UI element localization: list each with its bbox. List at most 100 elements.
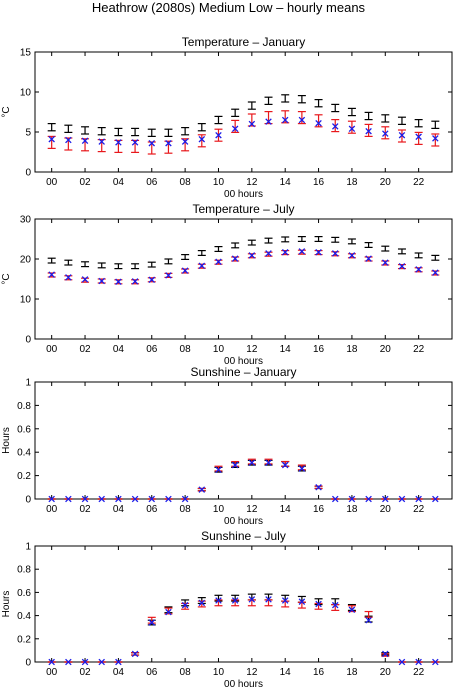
x-marker-stroke bbox=[432, 269, 439, 276]
red-errorbar-point bbox=[281, 600, 290, 608]
blue-x-marker bbox=[398, 262, 406, 270]
blue-series bbox=[48, 459, 439, 503]
blue-x-marker bbox=[81, 495, 89, 503]
x-marker-stroke bbox=[331, 123, 339, 130]
blue-x-marker bbox=[365, 495, 372, 503]
red-errorbar-point bbox=[281, 110, 290, 124]
blue-x-marker bbox=[365, 616, 372, 624]
blue-x-marker bbox=[65, 658, 72, 666]
x-marker-stroke bbox=[298, 116, 306, 124]
black-errorbar-point bbox=[231, 108, 240, 118]
x-marker-stroke bbox=[281, 597, 289, 604]
x-marker-stroke bbox=[265, 459, 272, 466]
y-tick-label: 15 bbox=[20, 48, 32, 59]
y-tick-label: 0.2 bbox=[17, 471, 31, 482]
black-errorbar-point bbox=[314, 236, 323, 242]
blue-x-marker bbox=[348, 495, 356, 503]
x-marker-stroke bbox=[398, 131, 406, 139]
blue-x-marker bbox=[298, 598, 306, 605]
red-series bbox=[47, 458, 440, 500]
y-tick-label: 5 bbox=[25, 128, 31, 139]
blue-x-marker bbox=[331, 495, 339, 503]
subplot-title: Temperature – July bbox=[192, 202, 294, 216]
blue-x-marker bbox=[432, 269, 439, 276]
x-marker-stroke bbox=[432, 135, 439, 142]
blue-x-marker bbox=[348, 606, 356, 614]
blue-x-marker bbox=[265, 459, 272, 466]
blue-series bbox=[48, 116, 439, 147]
red-errorbar-point bbox=[314, 114, 323, 128]
x-tick-label: 20 bbox=[380, 344, 392, 355]
x-marker-stroke bbox=[415, 133, 422, 141]
blue-x-marker bbox=[382, 495, 389, 503]
blue-x-marker bbox=[415, 266, 422, 273]
blue-x-marker bbox=[98, 277, 105, 285]
blue-x-marker bbox=[281, 597, 289, 604]
blue-x-marker bbox=[81, 276, 89, 283]
blue-x-marker bbox=[148, 619, 156, 626]
black-errorbar-point bbox=[381, 114, 390, 123]
x-tick-label: 06 bbox=[146, 344, 158, 355]
black-errorbar-point bbox=[331, 236, 340, 243]
subplot-2: Temperature – July 00 02 04 06 08 10 12 14 16 18 20… bbox=[1, 202, 453, 367]
blue-x-marker bbox=[265, 250, 272, 257]
black-errorbar-point bbox=[281, 236, 290, 243]
black-errorbar-point bbox=[197, 122, 206, 132]
y-tick-label: 10 bbox=[20, 88, 32, 99]
x-marker-stroke bbox=[315, 119, 322, 127]
x-tick-label: 00 bbox=[46, 504, 58, 515]
x-marker-stroke bbox=[115, 139, 122, 146]
x-tick-label: 22 bbox=[413, 177, 425, 188]
blue-x-marker bbox=[348, 125, 356, 133]
x-marker-stroke bbox=[148, 139, 156, 147]
blue-x-marker bbox=[281, 116, 289, 124]
black-errorbar-point bbox=[264, 96, 273, 106]
x-marker-stroke bbox=[215, 466, 222, 474]
black-errorbar-point bbox=[347, 238, 356, 245]
blue-x-marker bbox=[48, 271, 55, 278]
x-marker-stroke bbox=[181, 138, 189, 145]
x-marker-stroke bbox=[415, 658, 422, 666]
black-errorbar-point bbox=[297, 236, 306, 242]
black-errorbar-point bbox=[181, 126, 190, 136]
x-tick-label: 16 bbox=[313, 344, 325, 355]
red-errorbar-point bbox=[181, 138, 190, 152]
x-marker-stroke bbox=[215, 131, 222, 139]
x-marker-stroke bbox=[131, 650, 139, 658]
blue-x-marker bbox=[248, 596, 256, 603]
x-marker-stroke bbox=[298, 465, 306, 472]
x-marker-stroke bbox=[248, 120, 256, 128]
x-tick-label: 10 bbox=[213, 504, 225, 515]
black-errorbar-point bbox=[131, 263, 140, 270]
y-tick-label: 0 bbox=[25, 168, 31, 179]
x-marker-stroke bbox=[81, 276, 89, 283]
black-errorbar-point bbox=[314, 98, 323, 108]
axes-frame bbox=[34, 545, 453, 663]
blue-x-marker bbox=[181, 267, 189, 274]
x-marker-stroke bbox=[131, 139, 139, 146]
blue-x-marker bbox=[298, 116, 306, 124]
x-tick-label: 06 bbox=[146, 667, 158, 678]
blue-x-marker bbox=[215, 258, 222, 266]
x-marker-stroke bbox=[331, 250, 339, 257]
red-errorbar-point bbox=[264, 599, 273, 607]
black-errorbar-point bbox=[331, 103, 340, 113]
x-tick-label: 04 bbox=[113, 344, 125, 355]
subplot-title: Temperature – January bbox=[182, 35, 305, 49]
x-tick-label: 20 bbox=[380, 667, 392, 678]
x-tick-label: 12 bbox=[246, 667, 258, 678]
x-tick-label: 14 bbox=[280, 504, 292, 515]
black-errorbar-point bbox=[381, 245, 390, 252]
x-tick-label: 00 bbox=[46, 177, 58, 188]
x-tick-label: 18 bbox=[346, 667, 358, 678]
x-marker-stroke bbox=[231, 255, 239, 262]
axes-frame bbox=[34, 218, 453, 340]
x-tick-label: 04 bbox=[113, 667, 125, 678]
y-axis-label: °C bbox=[1, 106, 12, 117]
x-marker-stroke bbox=[348, 606, 356, 614]
black-errorbar-point bbox=[281, 94, 290, 103]
y-axis-label: Hours bbox=[1, 427, 12, 454]
x-tick-label: 16 bbox=[313, 177, 325, 188]
